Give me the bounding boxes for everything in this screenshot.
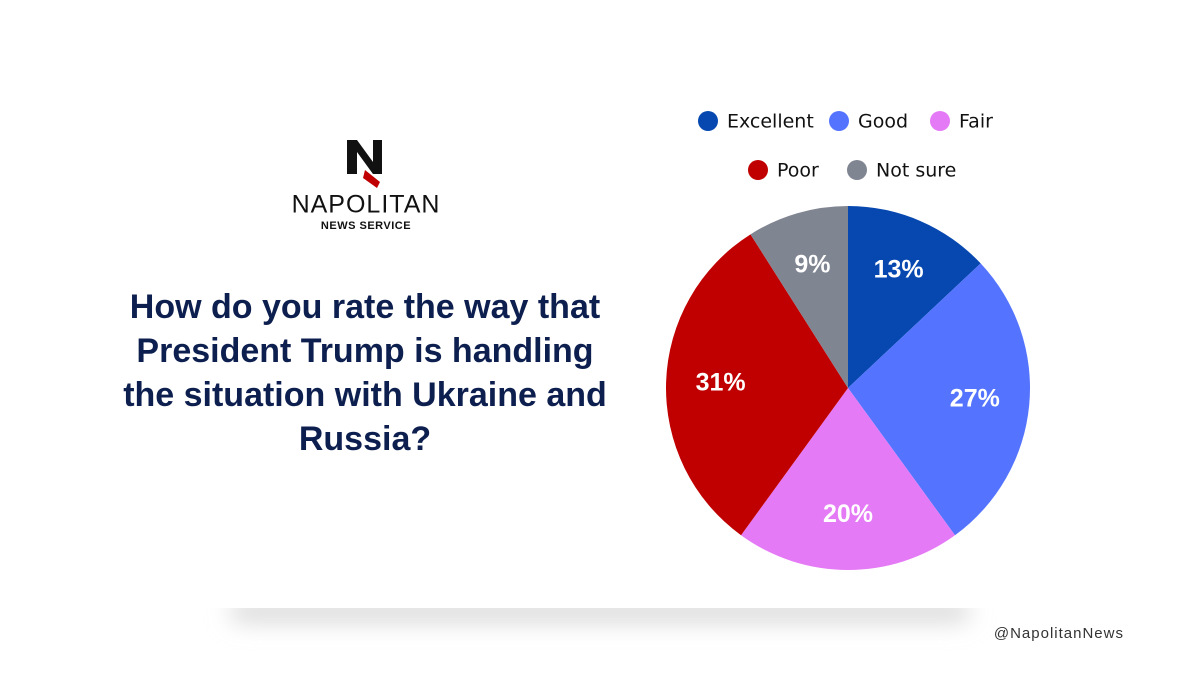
pie-slice: [750, 206, 848, 388]
legend-swatch: [698, 111, 718, 131]
legend-swatch: [847, 160, 867, 180]
legend-label: Excellent: [727, 111, 814, 133]
legend-label: Good: [858, 111, 908, 133]
slice-label: 9%: [794, 250, 830, 278]
pie-slice: [741, 388, 955, 570]
pie-slice: [848, 206, 981, 388]
pie-slice: [666, 234, 848, 536]
legend-swatch: [930, 111, 950, 131]
brand-name: NAPOLITAN: [292, 191, 441, 219]
legend-label: Not sure: [876, 160, 956, 182]
legend-swatch: [829, 111, 849, 131]
legend-label: Fair: [959, 111, 993, 133]
legend-label: Poor: [777, 160, 819, 182]
slice-label: 13%: [874, 256, 924, 284]
slice-label: 20%: [823, 500, 873, 528]
slice-label: 27%: [950, 385, 1000, 413]
handle: @NapolitanNews: [994, 625, 1124, 642]
pie-slice: [848, 263, 1030, 536]
chart-title: How do you rate the way that President Tr…: [123, 288, 607, 458]
brand-tagline: NEWS SERVICE: [321, 220, 411, 232]
legend-swatch: [748, 160, 768, 180]
slice-label: 31%: [696, 369, 746, 397]
logo-icon: [347, 140, 382, 188]
